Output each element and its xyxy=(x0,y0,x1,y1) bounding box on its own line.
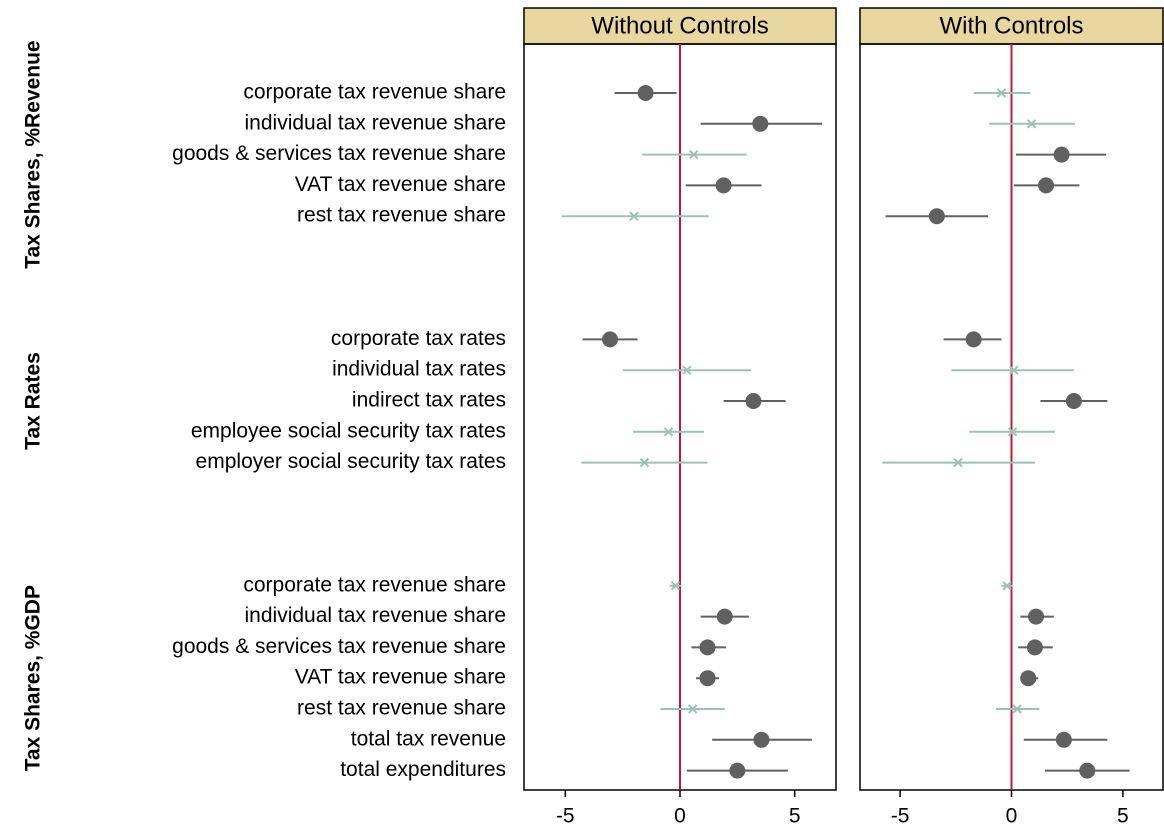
category-label: total expenditures xyxy=(340,758,506,781)
estimate-point xyxy=(699,639,716,656)
estimate-point xyxy=(637,85,654,101)
x-tick-label: 0 xyxy=(674,805,686,828)
estimate-point xyxy=(1028,608,1045,625)
estimate-point xyxy=(1002,581,1012,591)
category-label: rest tax revenue share xyxy=(297,204,506,227)
panel-title: Without Controls xyxy=(591,12,768,39)
category-label: corporate tax revenue share xyxy=(243,573,506,596)
category-label: goods & services tax revenue share xyxy=(172,142,506,165)
x-tick-label: -5 xyxy=(891,805,910,828)
estimate-point xyxy=(1038,177,1055,194)
estimate-point xyxy=(1065,393,1082,409)
estimate-point xyxy=(1053,146,1070,163)
estimate-point xyxy=(715,177,732,194)
x-tick-label: 5 xyxy=(789,805,801,828)
category-label: corporate tax rates xyxy=(331,327,506,350)
category-label: VAT tax revenue share xyxy=(295,666,506,689)
estimate-point xyxy=(1026,639,1043,656)
estimate-point xyxy=(663,427,674,437)
estimate-point xyxy=(928,208,945,225)
category-label: indirect tax rates xyxy=(352,389,506,412)
panel-title: With Controls xyxy=(939,12,1083,39)
estimate-point xyxy=(1079,762,1096,779)
category-label: employer social security tax rates xyxy=(196,450,506,473)
estimate-point xyxy=(1055,731,1072,748)
estimate-point xyxy=(687,704,698,714)
category-label: employee social security tax rates xyxy=(191,419,506,442)
panel-header xyxy=(523,7,837,45)
x-tick-label: 0 xyxy=(1006,805,1018,828)
group-label: Tax Rates xyxy=(22,352,45,450)
estimate-point xyxy=(670,581,681,591)
group-label: Tax Shares, %Revenue xyxy=(22,40,45,268)
estimate-point xyxy=(1012,704,1022,714)
category-label: VAT tax revenue share xyxy=(295,173,506,196)
category-label: goods & services tax revenue share xyxy=(172,635,506,658)
estimate-point xyxy=(1026,119,1037,129)
estimate-point xyxy=(629,211,639,221)
estimate-point xyxy=(953,457,963,468)
estimate-point xyxy=(745,393,762,409)
category-label: individual tax revenue share xyxy=(245,604,507,627)
estimate-point xyxy=(716,608,733,625)
estimate-point xyxy=(1009,365,1019,375)
category-label: individual tax rates xyxy=(332,358,506,381)
group-label: Tax Shares, %GDP xyxy=(22,585,45,771)
x-tick-label: -5 xyxy=(556,805,575,828)
estimate-point xyxy=(689,149,699,160)
estimate-point xyxy=(1020,670,1037,687)
category-label: total tax revenue xyxy=(351,727,506,750)
category-label: individual tax revenue share xyxy=(245,111,507,134)
estimate-point xyxy=(996,88,1007,98)
estimate-point xyxy=(602,331,619,348)
x-tick-label: 5 xyxy=(1117,805,1129,828)
estimate-point xyxy=(752,115,769,132)
estimate-point xyxy=(753,731,770,748)
estimate-point xyxy=(699,670,716,687)
estimate-point xyxy=(965,331,982,348)
category-label: rest tax revenue share xyxy=(297,697,506,720)
estimate-point xyxy=(1007,427,1018,437)
estimate-point xyxy=(682,365,692,375)
estimate-point xyxy=(639,457,650,468)
category-label: corporate tax revenue share xyxy=(243,81,506,104)
estimate-point xyxy=(729,762,746,779)
